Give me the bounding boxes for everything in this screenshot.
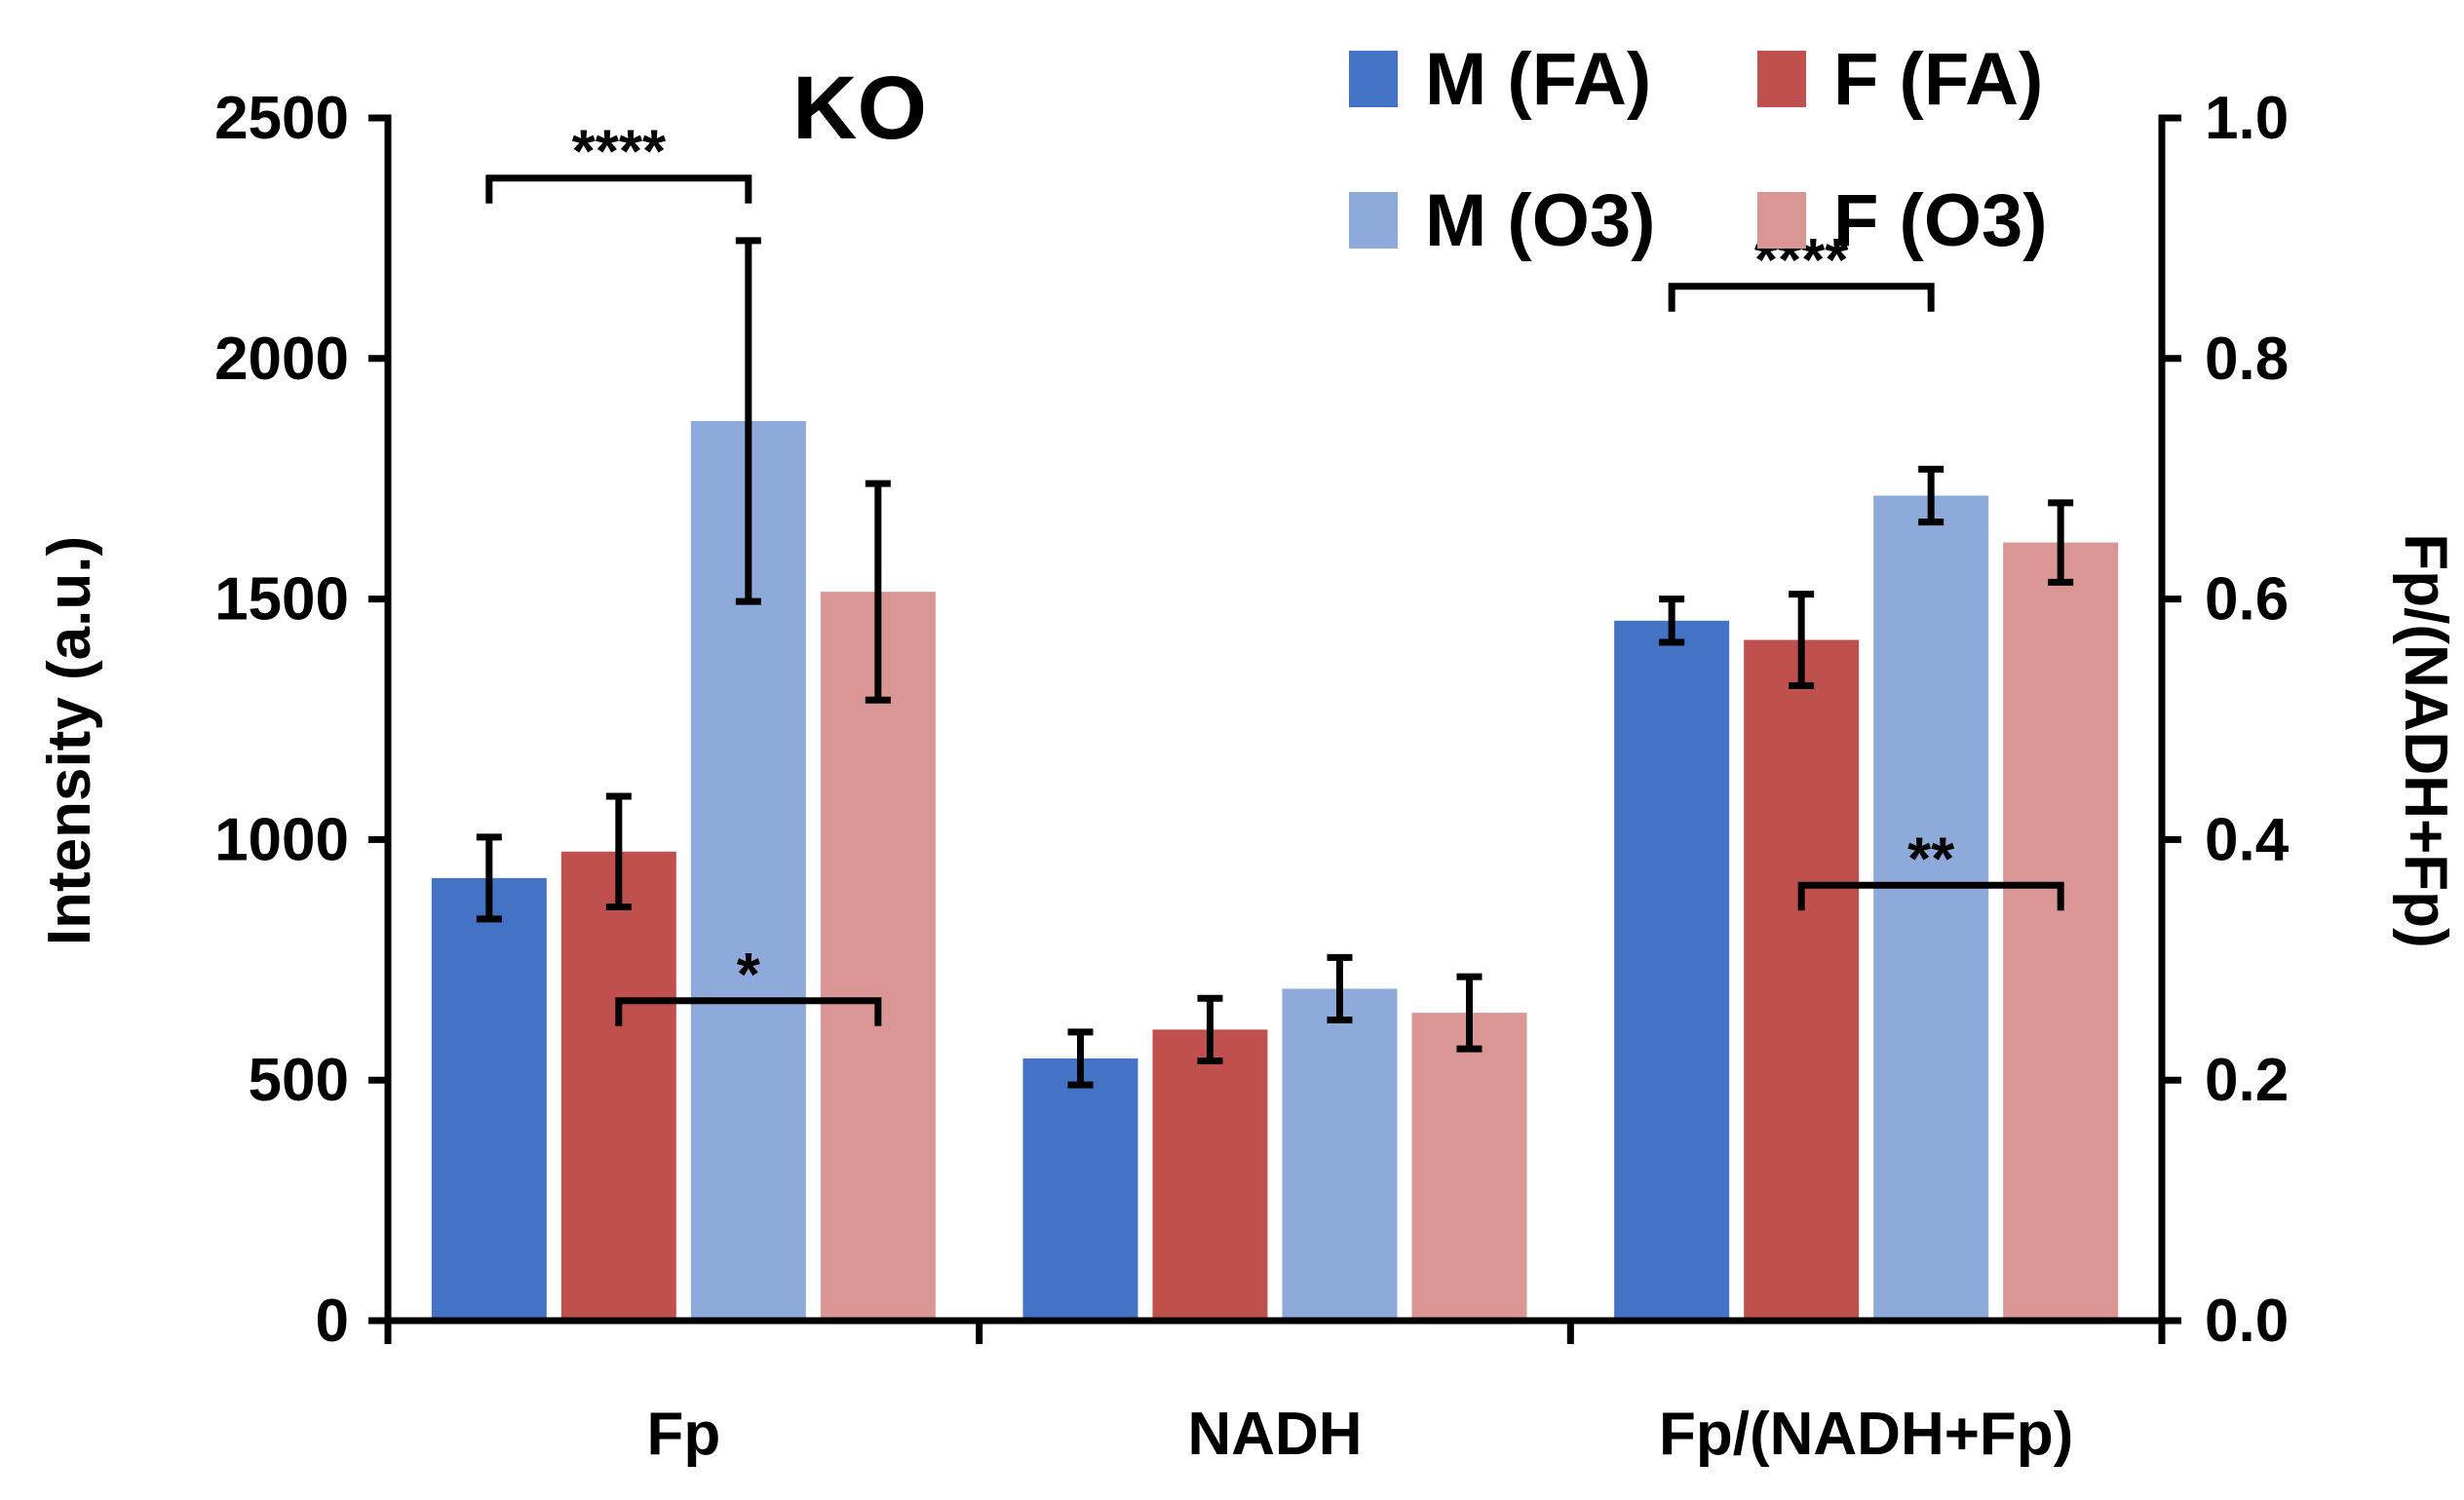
legend-label-1: M (FA): [1425, 38, 1651, 121]
error-bar-3-2: [1789, 591, 1815, 689]
right-tick-label-0.0: 0.0: [2205, 1288, 2289, 1355]
error-bar-3-1: [1659, 596, 1685, 646]
category-label-2: NADH: [1187, 1401, 1362, 1468]
error-bar-2-1: [1067, 1028, 1094, 1089]
legend-label-4: F (O3): [1833, 179, 2048, 262]
bar-2-2: [1152, 1029, 1268, 1321]
bar-3-1: [1614, 620, 1730, 1321]
error-bar-1-3: [735, 237, 761, 605]
category-label-3: Fp/(NADH+Fp): [1659, 1401, 2073, 1468]
significance-label-1: ****: [572, 119, 667, 186]
legend-swatch-3: [1349, 192, 1398, 249]
category-label-1: Fp: [646, 1401, 720, 1468]
bar-3-4: [2003, 542, 2119, 1321]
error-bar-2-2: [1197, 994, 1223, 1064]
left-tick-label-1500: 1500: [214, 566, 349, 634]
error-bar-3-3: [1918, 465, 1944, 526]
legend-entry-3: M (O3): [1349, 179, 1655, 262]
legend-entry-4: F (O3): [1757, 179, 2048, 262]
right-tick-label-0.6: 0.6: [2205, 566, 2289, 634]
legend-swatch-4: [1757, 192, 1806, 249]
legend: M (FA) F (FA) M (O3) F (O3): [1349, 38, 2048, 262]
bar-3-3: [1873, 495, 1989, 1321]
axes-layer: 0 500 1000 1500 2000 2500 0.0 0.2 0.4 0.6 0.8 1.0 Fp…: [214, 85, 2290, 1468]
bar-2-1: [1022, 1058, 1138, 1321]
bar-1-2: [560, 851, 676, 1321]
significance-label-4: **: [1907, 826, 1955, 893]
legend-swatch-2: [1757, 51, 1806, 107]
significance-bracket-1: ****: [485, 119, 752, 204]
bar-3-2: [1744, 639, 1860, 1321]
error-bar-2-4: [1456, 973, 1482, 1053]
right-tick-label-1.0: 1.0: [2205, 85, 2289, 152]
error-bar-2-3: [1327, 953, 1353, 1023]
bar-2-4: [1411, 1013, 1527, 1321]
left-tick-label-2500: 2500: [214, 85, 349, 152]
error-bars-layer: [476, 237, 2074, 1089]
right-tick-label-0.4: 0.4: [2205, 806, 2290, 873]
significance-bracket-4: **: [1797, 826, 2064, 911]
legend-swatch-1: [1349, 51, 1398, 107]
left-tick-label-1000: 1000: [214, 806, 349, 873]
legend-entry-1: M (FA): [1349, 38, 1651, 121]
left-tick-label-2000: 2000: [214, 326, 349, 393]
right-tick-label-0.8: 0.8: [2205, 326, 2289, 393]
chart-title: KO: [792, 58, 927, 158]
left-tick-label-0: 0: [316, 1288, 349, 1355]
bar-1-4: [820, 592, 936, 1321]
error-bar-3-4: [2048, 499, 2074, 586]
legend-label-3: M (O3): [1425, 179, 1655, 262]
bar-1-1: [431, 877, 547, 1321]
legend-entry-2: F (FA): [1757, 38, 2043, 121]
legend-label-2: F (FA): [1833, 38, 2043, 121]
error-bar-1-4: [865, 480, 891, 704]
bar-2-3: [1282, 988, 1398, 1321]
error-bar-1-1: [476, 833, 502, 923]
left-axis-title: Intensity (a.u.): [36, 536, 103, 945]
significance-bracket-2: *: [615, 942, 882, 1026]
error-bar-1-2: [605, 792, 632, 911]
significance-label-2: *: [737, 942, 761, 1009]
left-tick-label-500: 500: [249, 1047, 349, 1114]
bars-layer: [431, 420, 2119, 1321]
right-tick-label-0.2: 0.2: [2205, 1047, 2289, 1114]
right-axis-title: Fp/(NADH+Fp): [2392, 533, 2459, 947]
